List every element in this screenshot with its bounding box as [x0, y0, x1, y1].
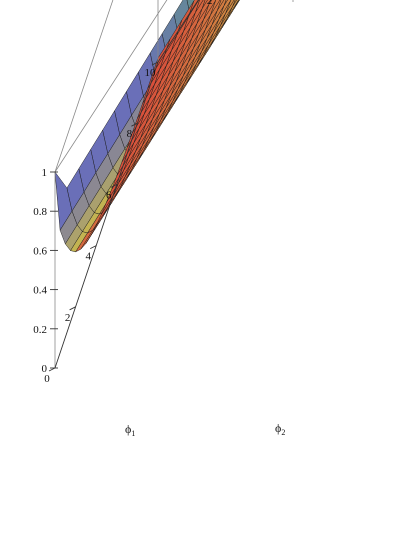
surface-patch: [232, 0, 237, 8]
x-axis-line: [54, 61, 159, 369]
surface-mesh: [54, 0, 240, 253]
z-tick-label: 0: [42, 363, 48, 375]
x-tick-label: 4: [85, 251, 91, 263]
x-tick-label: 0: [44, 373, 50, 385]
x-tick: [69, 306, 76, 311]
x-axis-label: ϕ1: [125, 422, 135, 438]
surface-patch: [201, 0, 208, 9]
x-tick: [89, 245, 97, 250]
axes: 00.20.40.60.810246810246810: [33, 0, 213, 385]
bounding-box-front: [54, 0, 159, 368]
z-tick-label: 1: [42, 167, 48, 179]
x-tick: [131, 122, 138, 127]
x-tick-label: 8: [127, 128, 133, 140]
x-tick: [110, 183, 118, 188]
z-tick-label: 0.2: [33, 324, 47, 336]
x-tick: [48, 367, 56, 372]
surface-patch: [223, 0, 228, 6]
z-tick-label: 0.4: [33, 285, 47, 297]
x-tick-label: 2: [65, 312, 71, 324]
bounding-box-back: [54, 0, 294, 173]
box-edge-top-left: [54, 0, 168, 173]
x-tick: [151, 61, 159, 66]
box-edge-top-front: [54, 0, 114, 173]
y-axis-line: [157, 0, 199, 63]
x-tick-label: 10: [145, 67, 157, 79]
y-tick-label: 2: [207, 0, 213, 7]
y-axis-label: ϕ2: [275, 421, 285, 437]
z-tick-label: 0.8: [33, 206, 47, 218]
z-tick-label: 0.6: [33, 245, 47, 257]
x-tick-label: 6: [106, 189, 112, 201]
